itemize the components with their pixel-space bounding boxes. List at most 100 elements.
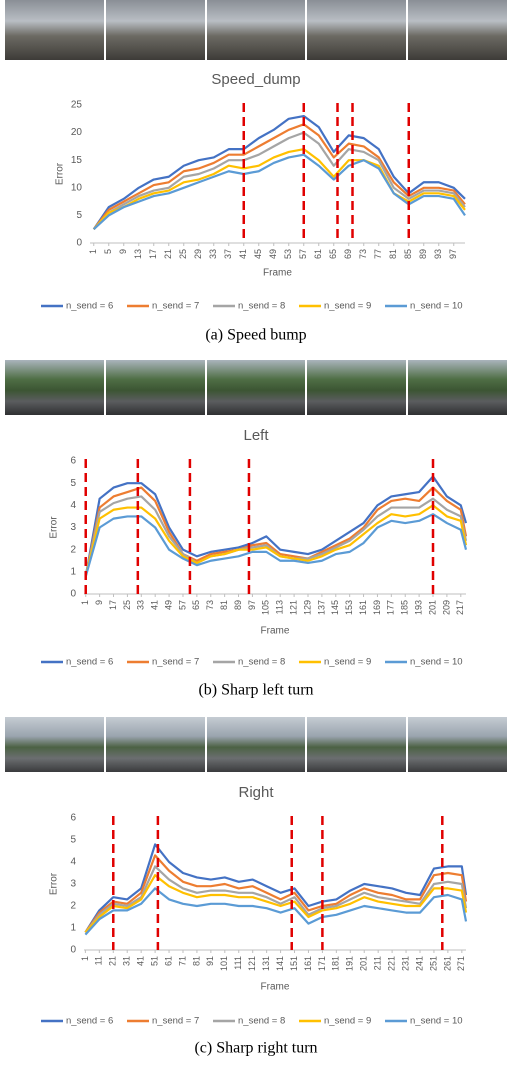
y-tick-label: 2 xyxy=(70,901,76,912)
legend-label: n_send = 7 xyxy=(152,1016,199,1027)
legend-label: n_send = 10 xyxy=(410,1016,463,1027)
x-tick-label: 81 xyxy=(191,956,201,966)
x-tick-label: 185 xyxy=(400,600,410,615)
x-tick-label: 37 xyxy=(223,249,233,259)
x-tick-label: 41 xyxy=(238,249,248,259)
x-tick-label: 41 xyxy=(150,600,160,610)
x-tick-label: 209 xyxy=(441,600,451,615)
x-tick-label: 153 xyxy=(344,600,354,615)
x-tick-label: 105 xyxy=(261,600,271,615)
caption: (c) Sharp right turn xyxy=(194,1040,317,1057)
x-tick-label: 221 xyxy=(386,956,396,971)
y-tick-label: 0 xyxy=(76,238,82,249)
chart-title: Right xyxy=(238,784,274,801)
x-tick-label: 49 xyxy=(268,249,278,259)
y-tick-label: 3 xyxy=(70,522,76,533)
photo-strip xyxy=(5,717,507,772)
x-tick-label: 51 xyxy=(149,956,159,966)
x-tick-label: 1 xyxy=(88,249,98,254)
x-tick-label: 65 xyxy=(191,600,201,610)
x-tick-label: 121 xyxy=(288,600,298,615)
x-tick-label: 89 xyxy=(233,600,243,610)
chart-title: Left xyxy=(243,427,269,444)
x-tick-label: 33 xyxy=(208,249,218,259)
legend-label: n_send = 9 xyxy=(324,657,371,668)
x-tick-label: 201 xyxy=(427,600,437,615)
x-tick-label: 141 xyxy=(275,956,285,971)
x-tick-label: 193 xyxy=(413,600,423,615)
x-tick-label: 69 xyxy=(343,249,353,259)
x-tick-label: 129 xyxy=(302,600,312,615)
x-tick-label: 251 xyxy=(428,956,438,971)
chart-title: Speed_dump xyxy=(211,71,300,88)
series-line xyxy=(84,513,468,577)
series-line xyxy=(92,131,466,230)
x-tick-label: 9 xyxy=(94,600,104,605)
x-tick-label: 57 xyxy=(177,600,187,610)
x-tick-label: 77 xyxy=(373,249,383,259)
x-tick-label: 53 xyxy=(283,249,293,259)
x-tick-label: 89 xyxy=(418,249,428,259)
x-tick-label: 97 xyxy=(448,249,458,259)
x-tick-label: 97 xyxy=(247,600,257,610)
x-tick-label: 1 xyxy=(80,956,90,961)
x-tick-label: 111 xyxy=(233,956,243,970)
caption: (a) Speed bump xyxy=(205,327,306,344)
legend-label: n_send = 6 xyxy=(66,1016,113,1027)
legend-label: n_send = 7 xyxy=(152,657,199,668)
legend-label: n_send = 7 xyxy=(152,301,199,312)
x-tick-label: 137 xyxy=(316,600,326,615)
photo-strip xyxy=(5,0,507,60)
x-tick-label: 17 xyxy=(108,600,118,610)
x-tick-label: 177 xyxy=(386,600,396,615)
x-tick-label: 21 xyxy=(108,956,118,966)
legend-label: n_send = 10 xyxy=(410,657,463,668)
series-line xyxy=(92,148,466,230)
y-axis-label: Error xyxy=(49,516,60,539)
x-tick-label: 31 xyxy=(122,956,132,966)
x-tick-label: 21 xyxy=(163,249,173,259)
x-tick-label: 49 xyxy=(163,600,173,610)
x-tick-label: 71 xyxy=(177,956,187,966)
y-tick-label: 1 xyxy=(70,923,76,934)
series-line xyxy=(84,874,468,934)
y-tick-label: 5 xyxy=(76,210,82,221)
x-tick-label: 191 xyxy=(345,956,355,971)
y-tick-label: 4 xyxy=(70,857,76,868)
x-tick-label: 1 xyxy=(80,600,90,605)
y-tick-label: 6 xyxy=(70,456,76,467)
x-tick-label: 231 xyxy=(400,956,410,971)
x-tick-label: 73 xyxy=(358,249,368,259)
series-line xyxy=(84,843,468,933)
x-tick-label: 81 xyxy=(388,249,398,259)
x-tick-label: 161 xyxy=(303,956,313,971)
series-line xyxy=(93,153,466,231)
x-tick-label: 33 xyxy=(136,600,146,610)
series-line xyxy=(84,887,468,936)
x-axis-label: Frame xyxy=(263,268,292,279)
x-tick-label: 9 xyxy=(118,249,128,254)
series-line xyxy=(92,123,466,230)
x-tick-label: 93 xyxy=(433,249,443,259)
series-line xyxy=(84,865,468,934)
y-tick-label: 1 xyxy=(70,566,76,577)
x-tick-label: 81 xyxy=(219,600,229,610)
x-tick-label: 25 xyxy=(178,249,188,259)
y-tick-label: 6 xyxy=(70,813,76,824)
y-tick-label: 0 xyxy=(70,589,76,600)
x-tick-label: 211 xyxy=(373,956,383,970)
x-tick-label: 201 xyxy=(359,956,369,971)
series-line xyxy=(84,504,468,577)
x-axis-label: Frame xyxy=(261,982,290,993)
y-tick-label: 0 xyxy=(70,945,76,956)
y-tick-label: 10 xyxy=(71,182,83,193)
x-tick-label: 25 xyxy=(122,600,132,610)
x-tick-label: 17 xyxy=(148,249,158,259)
x-tick-label: 181 xyxy=(331,956,341,971)
x-tick-label: 271 xyxy=(456,956,466,971)
series-line xyxy=(84,475,468,577)
x-axis-label: Frame xyxy=(261,626,290,637)
y-tick-label: 3 xyxy=(70,879,76,890)
x-tick-label: 161 xyxy=(358,600,368,615)
x-tick-label: 217 xyxy=(455,600,465,615)
